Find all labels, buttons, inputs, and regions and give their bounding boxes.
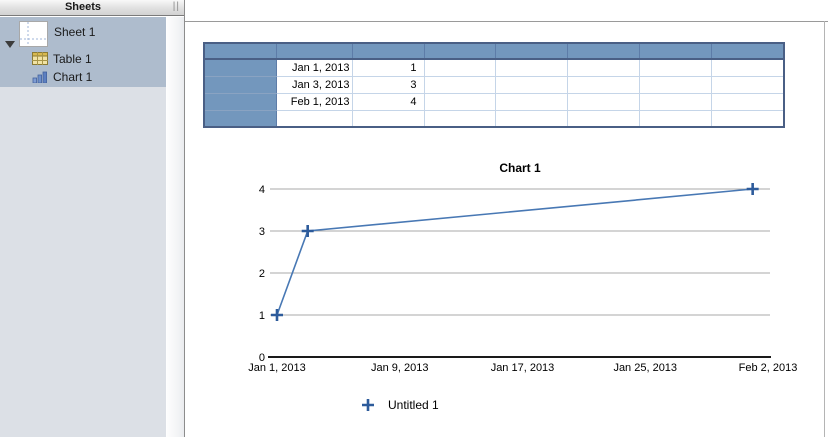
table-header-row	[204, 43, 785, 60]
table-cell[interactable]	[710, 93, 785, 111]
table-cell[interactable]: Feb 1, 2013	[275, 93, 353, 111]
data-point-marker[interactable]	[271, 309, 283, 321]
table-cell[interactable]	[275, 110, 353, 127]
table-cell[interactable]	[423, 93, 496, 111]
panel-resize-grip-icon[interactable]: ||	[172, 1, 180, 12]
legend-marker-icon[interactable]	[362, 399, 374, 411]
y-tick-label: 0	[259, 352, 265, 364]
sheet-icon	[19, 21, 48, 52]
y-tick-label: 1	[259, 310, 265, 322]
table-cell[interactable]: 1	[351, 58, 425, 77]
row-header-cell[interactable]	[204, 110, 277, 127]
y-tick-label: 4	[259, 184, 265, 196]
table-cell[interactable]	[566, 76, 640, 94]
table-cell[interactable]: Jan 3, 2013	[275, 76, 353, 94]
table-cell[interactable]	[638, 58, 712, 77]
column-header-cell[interactable]	[567, 43, 640, 60]
column-header-cell[interactable]	[276, 43, 353, 60]
table-cell[interactable]	[638, 93, 712, 111]
column-header-cell[interactable]	[352, 43, 425, 60]
table-cell[interactable]	[710, 76, 785, 94]
table-cell[interactable]: Jan 1, 2013	[275, 58, 353, 77]
sidebar-item-sheet1[interactable]: Sheet 1	[0, 17, 166, 51]
chart-title: Chart 1	[499, 161, 541, 175]
table-icon	[32, 52, 48, 70]
sidebar-item-chart1[interactable]: Chart 1	[0, 69, 166, 87]
corner-header-cell[interactable]	[204, 43, 277, 60]
chart-icon	[32, 70, 48, 88]
row-header-cell[interactable]	[204, 76, 277, 94]
series-line[interactable]	[276, 188, 753, 316]
x-tick-label: Jan 9, 2013	[371, 362, 429, 374]
table-cell[interactable]	[710, 58, 785, 77]
column-header-cell[interactable]	[639, 43, 712, 60]
table-cell[interactable]	[494, 93, 568, 111]
table-row: Jan 3, 2013 3	[204, 76, 785, 94]
table-cell[interactable]	[566, 58, 640, 77]
table-cell[interactable]	[494, 110, 568, 127]
canvas-top-rule	[185, 21, 828, 22]
data-point-marker[interactable]	[746, 183, 759, 195]
data-point-marker[interactable]	[301, 225, 314, 237]
table-cell[interactable]	[638, 76, 712, 94]
table-row: Jan 1, 2013 1	[204, 58, 785, 77]
panel-divider[interactable]	[184, 0, 185, 437]
sidebar-item-label: Table 1	[53, 52, 92, 66]
table-row	[204, 110, 785, 127]
y-tick-label: 2	[259, 268, 265, 280]
table-cell[interactable]	[423, 76, 496, 94]
table-body: Jan 1, 2013 1 Jan 3, 2013 3 Feb 1, 2013 4	[204, 58, 785, 127]
sidebar-item-label: Chart 1	[53, 70, 93, 84]
y-tick-label: 3	[259, 226, 265, 238]
column-header-cell[interactable]	[495, 43, 568, 60]
sheets-panel-title: Sheets	[64, 1, 102, 13]
column-header-cell[interactable]	[711, 43, 785, 60]
table-cell[interactable]	[638, 110, 712, 127]
table-cell[interactable]: 4	[351, 93, 425, 111]
table-cell[interactable]	[351, 110, 425, 127]
sheets-panel-header: Sheets ||	[0, 0, 185, 16]
table-cell[interactable]	[423, 58, 496, 77]
row-header-cell[interactable]	[204, 59, 277, 77]
table-cell[interactable]	[423, 110, 496, 127]
table-row: Feb 1, 2013 4	[204, 93, 785, 111]
table-cell[interactable]	[494, 58, 568, 77]
sidebar-item-table1[interactable]: Table 1	[0, 51, 166, 69]
row-header-cell[interactable]	[204, 93, 277, 111]
x-tick-label: Jan 17, 2013	[491, 362, 555, 374]
table-cell[interactable]	[494, 76, 568, 94]
sheets-sidebar: Sheet 1 Table 1 Chart 1	[0, 17, 166, 437]
sidebar-item-label: Sheet 1	[54, 25, 96, 39]
sidebar-scrollbar-track[interactable]	[166, 17, 184, 437]
table-1[interactable]: Jan 1, 2013 1 Jan 3, 2013 3 Feb 1, 2013 4	[203, 42, 785, 128]
legend-label: Untitled 1	[388, 398, 439, 412]
canvas-right-rule	[824, 21, 825, 437]
table-cell[interactable]	[566, 110, 640, 127]
x-tick-label: Feb 2, 2013	[739, 362, 798, 374]
x-tick-label: Jan 25, 2013	[613, 362, 677, 374]
chart-1[interactable]: 0 1 2 3 4 Jan 1, 2013 Jan 9, 2013 Jan 17, 2013 J…	[201, 155, 813, 425]
table-cell[interactable]	[566, 93, 640, 111]
x-tick-label: Jan 1, 2013	[248, 362, 306, 374]
disclosure-triangle-icon[interactable]	[5, 41, 15, 48]
table-cell[interactable]	[710, 110, 785, 127]
table-cell[interactable]: 3	[351, 76, 425, 94]
column-header-cell[interactable]	[424, 43, 496, 60]
